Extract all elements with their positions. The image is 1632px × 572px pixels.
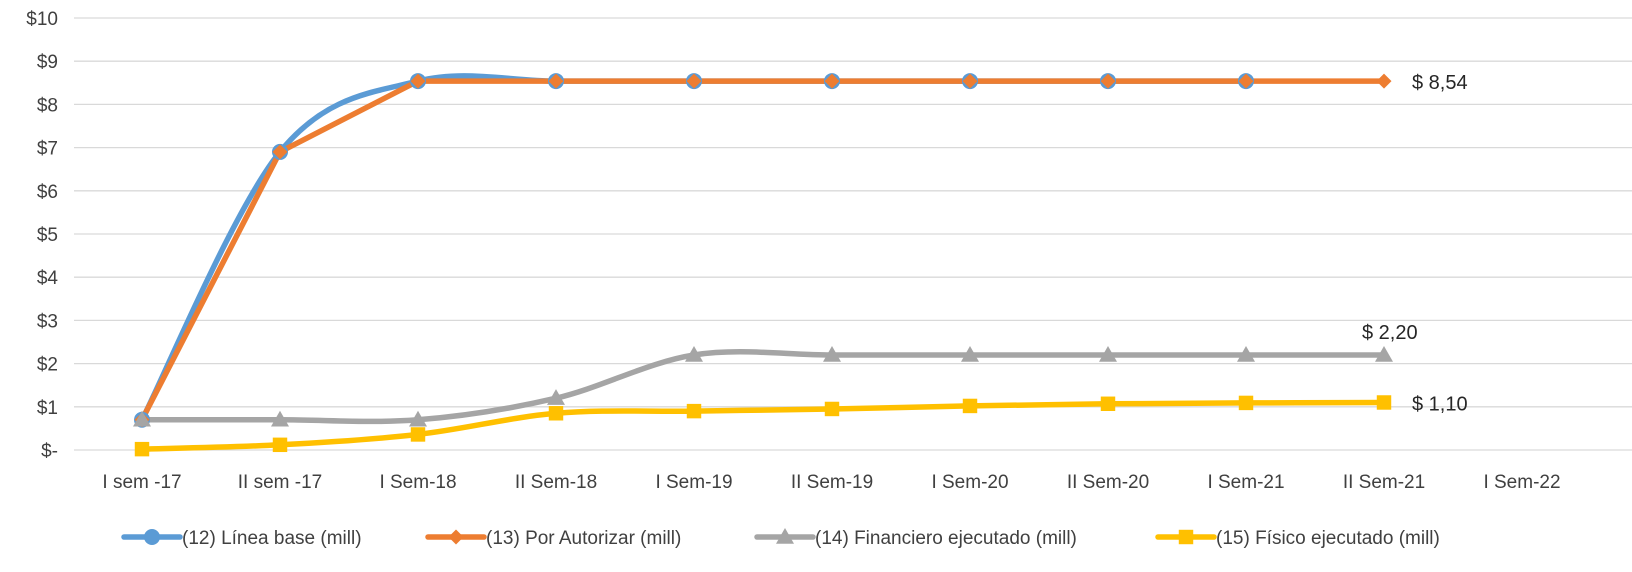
series-line-12-l-nea-base-mill bbox=[139, 73, 1249, 423]
data-point-14-financiero-ejecutado-mill bbox=[1237, 345, 1255, 362]
legend-item-14-financiero-ejecutado-mill: (14) Financiero ejecutado (mill) bbox=[754, 528, 1077, 549]
data-label: $ 2,20 bbox=[1362, 322, 1418, 344]
series-line-15-f-sico-ejecutado-mill bbox=[139, 399, 1387, 452]
data-point-13-por-autorizar-mill bbox=[410, 73, 426, 89]
legend-marker bbox=[1178, 529, 1194, 545]
data-point-13-por-autorizar-mill bbox=[1376, 73, 1392, 89]
y-tick-label: $5 bbox=[37, 225, 58, 246]
y-tick-label: $3 bbox=[37, 311, 58, 332]
x-tick-label: I Sem-21 bbox=[1207, 472, 1284, 493]
data-point-14-financiero-ejecutado-mill bbox=[961, 345, 979, 362]
x-tick-label: II sem -17 bbox=[238, 472, 322, 493]
series-line-14-financiero-ejecutado-mill bbox=[139, 349, 1387, 425]
y-tick-label: $8 bbox=[37, 95, 58, 116]
legend-item-13-por-autorizar-mill: (13) Por Autorizar (mill) bbox=[425, 528, 681, 549]
data-point-13-por-autorizar-mill bbox=[686, 73, 702, 89]
data-point-13-por-autorizar-mill bbox=[824, 73, 840, 89]
y-tick-label: $2 bbox=[37, 355, 58, 376]
x-tick-label: II Sem-21 bbox=[1343, 472, 1425, 493]
legend-label: (12) Línea base (mill) bbox=[182, 528, 362, 549]
legend-label: (13) Por Autorizar (mill) bbox=[486, 528, 681, 549]
data-point-13-por-autorizar-mill bbox=[548, 73, 564, 89]
series-markers bbox=[133, 73, 1393, 457]
y-tick-label: $4 bbox=[37, 268, 59, 289]
x-tick-label: II Sem-20 bbox=[1067, 472, 1149, 493]
x-tick-label: I Sem-18 bbox=[379, 472, 456, 493]
data-point-14-financiero-ejecutado-mill bbox=[271, 410, 289, 427]
data-point-15-f-sico-ejecutado-mill bbox=[1238, 395, 1254, 411]
data-point-15-f-sico-ejecutado-mill bbox=[1100, 396, 1116, 412]
legend-label: (14) Financiero ejecutado (mill) bbox=[815, 528, 1077, 549]
data-point-14-financiero-ejecutado-mill bbox=[133, 410, 151, 427]
x-tick-label: I sem -17 bbox=[102, 472, 181, 493]
y-tick-label: $1 bbox=[37, 398, 58, 419]
data-point-15-f-sico-ejecutado-mill bbox=[134, 441, 150, 457]
data-point-15-f-sico-ejecutado-mill bbox=[824, 401, 840, 417]
legend: (12) Línea base (mill) (13) Por Autorizar… bbox=[121, 528, 1440, 549]
y-tick-label: $9 bbox=[37, 52, 58, 73]
x-tick-label: I Sem-19 bbox=[655, 472, 732, 493]
y-tick-label: $10 bbox=[26, 9, 58, 30]
x-tick-label: II Sem-18 bbox=[515, 472, 597, 493]
y-tick-label: $- bbox=[41, 441, 58, 462]
legend-item-12-l-nea-base-mill: (12) Línea base (mill) bbox=[121, 528, 362, 549]
data-labels: $ 8,54 $ 2,20 $ 1,10 bbox=[1362, 72, 1468, 415]
data-point-14-financiero-ejecutado-mill bbox=[1375, 345, 1393, 362]
legend-marker bbox=[776, 528, 794, 544]
data-point-15-f-sico-ejecutado-mill bbox=[548, 406, 564, 421]
data-point-14-financiero-ejecutado-mill bbox=[685, 345, 703, 362]
series-line-13-por-autorizar-mill bbox=[139, 78, 1387, 423]
data-point-15-f-sico-ejecutado-mill bbox=[272, 437, 288, 453]
data-label: $ 1,10 bbox=[1412, 393, 1468, 415]
legend-marker bbox=[448, 529, 464, 545]
legend-marker bbox=[144, 529, 160, 545]
data-point-15-f-sico-ejecutado-mill bbox=[962, 398, 978, 414]
data-point-14-financiero-ejecutado-mill bbox=[823, 345, 841, 362]
x-tick-label: II Sem-19 bbox=[791, 472, 873, 493]
data-point-14-financiero-ejecutado-mill bbox=[547, 389, 565, 405]
y-axis-tick-labels: $- $1 $2 $3 $4 $5 $6 $7 $8 $9 $10 bbox=[26, 9, 58, 462]
x-axis-tick-labels: I sem -17 II sem -17 I Sem-18 II Sem-18 I Se… bbox=[102, 472, 1560, 493]
series-lines bbox=[139, 73, 1387, 452]
data-point-15-f-sico-ejecutado-mill bbox=[410, 427, 426, 442]
legend-label: (15) Físico ejecutado (mill) bbox=[1216, 528, 1440, 549]
data-point-14-financiero-ejecutado-mill bbox=[409, 410, 427, 427]
y-tick-label: $6 bbox=[37, 182, 58, 203]
legend-item-15-f-sico-ejecutado-mill: (15) Físico ejecutado (mill) bbox=[1155, 528, 1440, 549]
x-tick-label: I Sem-20 bbox=[931, 472, 1008, 493]
data-point-15-f-sico-ejecutado-mill bbox=[686, 403, 702, 419]
data-point-13-por-autorizar-mill bbox=[1238, 73, 1254, 89]
data-point-13-por-autorizar-mill bbox=[1100, 73, 1116, 89]
data-point-15-f-sico-ejecutado-mill bbox=[1376, 395, 1392, 410]
x-tick-label: I Sem-22 bbox=[1483, 472, 1560, 493]
gridlines bbox=[74, 17, 1632, 451]
data-point-13-por-autorizar-mill bbox=[962, 73, 978, 89]
data-point-14-financiero-ejecutado-mill bbox=[1099, 345, 1117, 362]
data-point-13-por-autorizar-mill bbox=[272, 144, 288, 160]
y-tick-label: $7 bbox=[37, 139, 58, 160]
data-label: $ 8,54 bbox=[1412, 72, 1468, 94]
